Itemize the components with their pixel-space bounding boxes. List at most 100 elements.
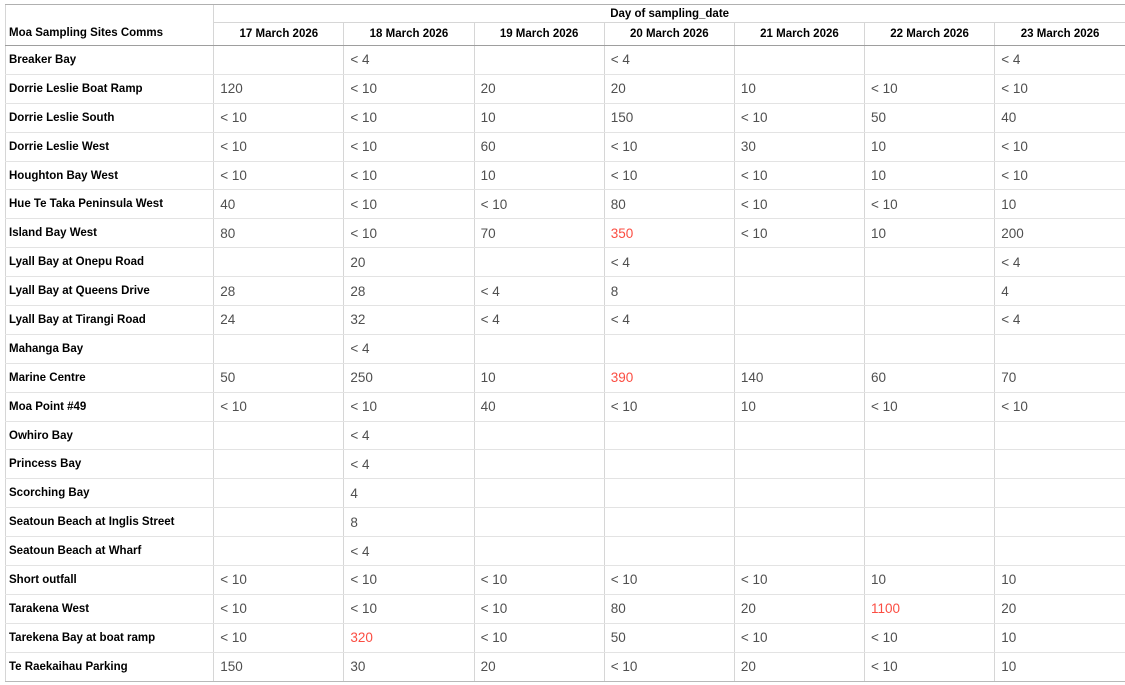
value-cell: 60 xyxy=(473,132,605,162)
value-cell: 50 xyxy=(213,363,344,393)
table-row: Seatoun Beach at Inglis Street 8 xyxy=(4,507,1125,538)
value-cell: < 4 xyxy=(343,449,475,480)
value-cell xyxy=(733,421,865,451)
table-body: Breaker Bay < 4 < 4 < 4 Dorrie Leslie Boat R… xyxy=(4,45,1125,682)
site-name-cell: Short outfall xyxy=(4,565,214,595)
value-cell: < 10 xyxy=(343,218,475,249)
table-row: Houghton Bay West < 10 < 10 10 < 10 < 10 10 < 1… xyxy=(4,161,1125,191)
value-cell: 30 xyxy=(343,652,475,682)
value-cell: < 10 xyxy=(864,392,995,422)
value-cell xyxy=(733,334,865,364)
value-cell-alert: 350 xyxy=(603,218,735,249)
value-cell: 8 xyxy=(343,507,475,538)
table-row: Moa Point #49 < 10 < 10 40 < 10 10 < 10 < 10 xyxy=(4,392,1125,422)
value-cell: 150 xyxy=(213,652,344,682)
value-cell xyxy=(213,507,344,538)
table-row: Dorrie Leslie Boat Ramp 120 < 10 20 20 10 < 10… xyxy=(4,74,1125,104)
value-cell: < 4 xyxy=(994,305,1125,335)
site-name-cell: Tarakena West xyxy=(4,594,214,624)
value-cell: 140 xyxy=(733,363,865,393)
value-cell: 250 xyxy=(343,363,475,393)
value-cell xyxy=(994,334,1125,364)
value-cell xyxy=(864,45,995,75)
value-cell xyxy=(603,334,735,364)
table-row: Te Raekaihau Parking 150 30 20 < 10 20 < 10 10 xyxy=(4,652,1125,682)
value-cell: 40 xyxy=(213,189,344,220)
site-name-cell: Lyall Bay at Tirangi Road xyxy=(4,305,214,335)
value-cell xyxy=(473,478,605,509)
site-name-cell: Dorrie Leslie West xyxy=(4,132,214,162)
value-cell: < 10 xyxy=(994,392,1125,422)
value-cell: < 4 xyxy=(603,247,735,278)
value-cell: < 10 xyxy=(473,189,605,220)
value-cell: < 10 xyxy=(994,74,1125,104)
table-header: Moa Sampling Sites Comms Day of sampling… xyxy=(4,4,1125,46)
value-cell xyxy=(213,334,344,364)
value-cell xyxy=(864,449,995,480)
value-cell: 28 xyxy=(343,276,475,307)
value-cell xyxy=(473,507,605,538)
value-cell: 10 xyxy=(473,161,605,191)
table-row: Dorrie Leslie South < 10 < 10 10 150 < 10 50 40 xyxy=(4,103,1125,133)
value-cell: < 10 xyxy=(733,565,865,595)
site-name-cell: Moa Point #49 xyxy=(4,392,214,422)
value-cell: < 4 xyxy=(473,276,605,307)
value-cell: 50 xyxy=(864,103,995,133)
site-name-cell: Seatoun Beach at Inglis Street xyxy=(4,507,214,538)
value-cell: < 10 xyxy=(864,74,995,104)
value-cell xyxy=(473,536,605,567)
value-cell: < 10 xyxy=(733,218,865,249)
value-cell: 30 xyxy=(733,132,865,162)
value-cell xyxy=(864,536,995,567)
site-name-cell: Scorching Bay xyxy=(4,478,214,509)
value-cell: < 10 xyxy=(343,132,475,162)
value-cell xyxy=(213,421,344,451)
value-cell: 70 xyxy=(994,363,1125,393)
site-name-cell: Breaker Bay xyxy=(4,45,214,75)
date-header-row: 17 March 2026 18 March 2026 19 March 2026 2… xyxy=(6,22,1125,46)
value-cell: 60 xyxy=(864,363,995,393)
value-cell: 10 xyxy=(994,565,1125,595)
value-cell: < 10 xyxy=(473,623,605,653)
value-cell xyxy=(994,536,1125,567)
value-cell xyxy=(864,421,995,451)
value-cell: 70 xyxy=(473,218,605,249)
value-cell: < 10 xyxy=(994,161,1125,191)
value-cell: 20 xyxy=(473,652,605,682)
table-row: Tarakena West < 10 < 10 < 10 80 20 1100 20 xyxy=(4,594,1125,624)
value-cell: 20 xyxy=(473,74,605,104)
site-name-cell: Te Raekaihau Parking xyxy=(4,652,214,682)
value-cell: 10 xyxy=(994,189,1125,220)
value-cell: 20 xyxy=(343,247,475,278)
value-cell xyxy=(733,449,865,480)
value-cell: < 10 xyxy=(213,594,344,624)
value-cell: 4 xyxy=(343,478,475,509)
column-group-row: Moa Sampling Sites Comms Day of sampling… xyxy=(4,4,1125,46)
value-cell xyxy=(864,334,995,364)
value-cell: < 10 xyxy=(864,623,995,653)
value-cell: < 4 xyxy=(343,536,475,567)
site-name-cell: Owhiro Bay xyxy=(4,421,214,451)
table-row: Princess Bay < 4 xyxy=(4,449,1125,480)
value-cell xyxy=(994,507,1125,538)
value-cell: 40 xyxy=(473,392,605,422)
table-row: Dorrie Leslie West < 10 < 10 60 < 10 30 10 < 10 xyxy=(4,132,1125,162)
table-row: Marine Centre 50 250 10 390 140 60 70 xyxy=(4,363,1125,393)
value-cell xyxy=(473,334,605,364)
table-row: Short outfall < 10 < 10 < 10 < 10 < 10 10 10 xyxy=(4,565,1125,595)
value-cell: < 10 xyxy=(473,565,605,595)
column-header-date: 22 March 2026 xyxy=(864,22,995,46)
value-cell xyxy=(733,305,865,335)
value-cell: < 10 xyxy=(343,103,475,133)
value-cell xyxy=(864,478,995,509)
value-cell: 150 xyxy=(603,103,735,133)
value-cell: 10 xyxy=(994,623,1125,653)
value-cell: < 10 xyxy=(343,74,475,104)
value-cell: 10 xyxy=(473,103,605,133)
site-name-cell: Island Bay West xyxy=(4,218,214,249)
value-cell xyxy=(864,305,995,335)
value-cell: < 10 xyxy=(213,565,344,595)
value-cell xyxy=(603,449,735,480)
value-cell: 20 xyxy=(733,594,865,624)
